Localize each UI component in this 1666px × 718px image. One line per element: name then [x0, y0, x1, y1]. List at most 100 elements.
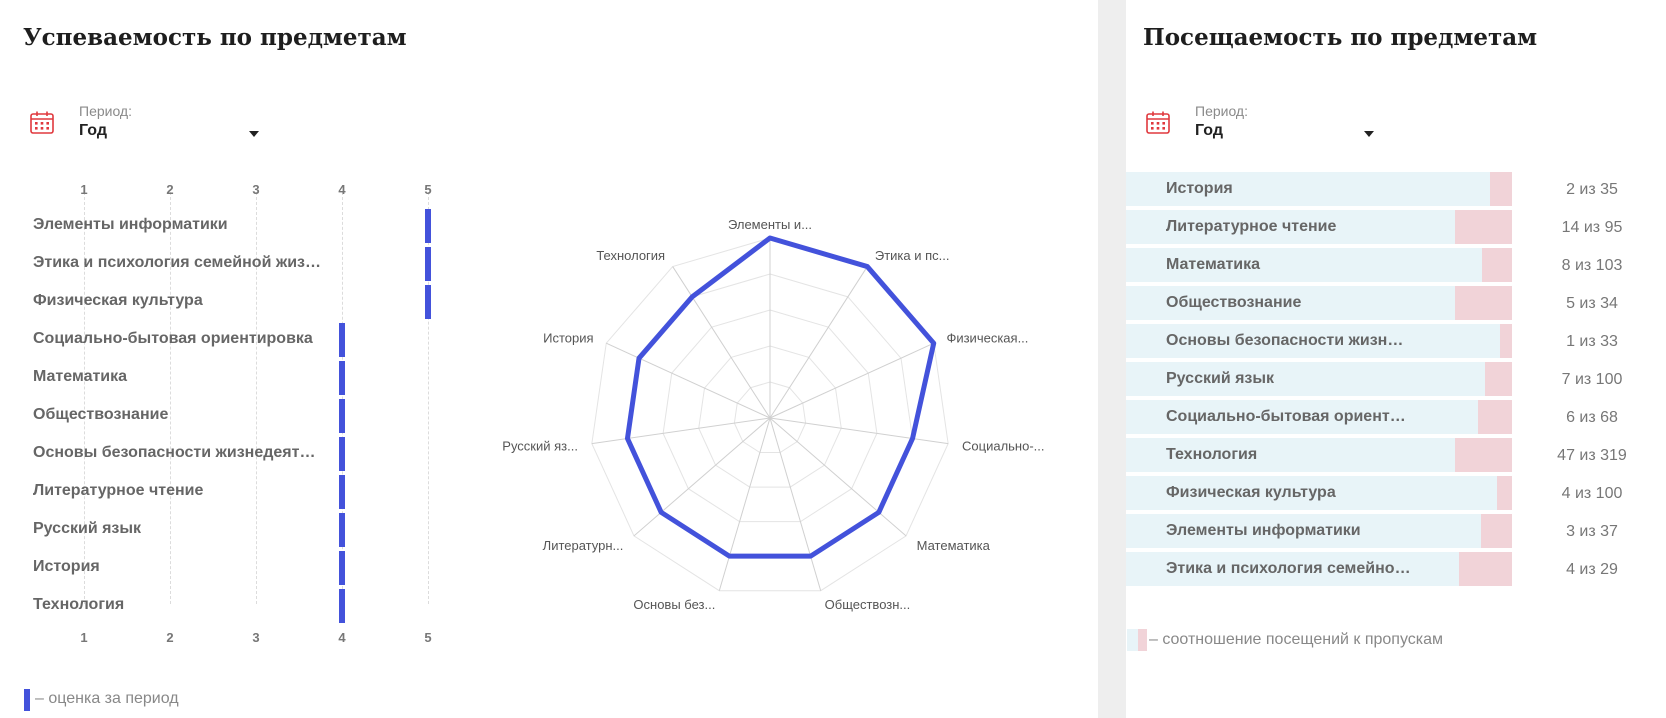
- attendance-missed-bar: [1482, 248, 1512, 282]
- grades-period-select[interactable]: Период: Год: [24, 103, 284, 145]
- attendance-subject-label: Основы безопасности жизне…: [1166, 332, 1411, 349]
- attendance-subject-label: Русский язык: [1166, 370, 1275, 387]
- radar-axis: [769, 266, 868, 419]
- period-value: Год: [79, 122, 107, 139]
- attendance-count: 14 из 95: [1561, 219, 1623, 236]
- attendance-present-bar: [1126, 210, 1512, 244]
- radar-axis-label: Физическая...: [946, 330, 1028, 345]
- radar-axis-label: Элементы и...: [728, 217, 812, 232]
- attendance-count: 4 из 29: [1566, 561, 1618, 578]
- attendance-row: История: [1126, 172, 1512, 206]
- subject-label: История: [33, 558, 100, 575]
- attendance-missed-bar: [1485, 362, 1512, 396]
- grades-bar-chart: 1 1 2 2 3 3 4 4 5 5 Элементы информатики Этика и пс…: [0, 170, 460, 650]
- grid-line: [428, 192, 429, 604]
- period-value: Год: [1195, 122, 1223, 139]
- radar-axis: [633, 417, 771, 537]
- attendance-present-bar: [1126, 476, 1512, 510]
- tick-label-top: 2: [166, 182, 174, 197]
- grades-panel: [0, 0, 1098, 718]
- radar-axis-label: Литературн...: [543, 538, 624, 553]
- tick-label-top: 5: [424, 182, 432, 197]
- attendance-period-select[interactable]: Период: Год: [1146, 103, 1406, 145]
- chevron-down-icon: [1364, 131, 1374, 137]
- attendance-row: Элементы информатики: [1126, 514, 1512, 548]
- attendance-count: 3 из 37: [1566, 523, 1618, 540]
- radar-grid-ring: [698, 345, 842, 488]
- attendance-row: Физическая культура: [1126, 476, 1512, 510]
- attendance-count: 8 из 103: [1561, 257, 1623, 274]
- attendance-missed-bar: [1490, 172, 1512, 206]
- radar-series-line: [624, 235, 937, 559]
- grade-bar: [339, 475, 345, 509]
- attendance-subject-label: Технология: [1166, 446, 1258, 463]
- grade-bar: [339, 513, 345, 547]
- radar-axis: [672, 266, 771, 419]
- attendance-subject-label: Математика: [1166, 256, 1261, 273]
- calendar-icon: [1146, 111, 1170, 134]
- grade-bar: [339, 437, 345, 471]
- subject-label: Обществознание: [33, 406, 169, 423]
- attendance-missed-bar: [1497, 476, 1512, 510]
- grades-legend-swatch: [24, 689, 30, 711]
- radar-grid-ring: [662, 309, 878, 523]
- attendance-missed-bar: [1455, 210, 1512, 244]
- attendance-title: Посещаемость по предметам: [1143, 24, 1538, 51]
- attendance-row: Технология: [1126, 438, 1512, 472]
- subject-label: Социально-бытовая ориентировка: [33, 330, 313, 347]
- attendance-present-bar: [1126, 248, 1512, 282]
- grade-bar: [425, 247, 431, 281]
- subject-label: Математика: [33, 368, 128, 385]
- attendance-present-bar: [1126, 438, 1512, 472]
- subject-label: Основы безопасности жизнедеяте…: [33, 444, 323, 461]
- attendance-present-bar: [1126, 400, 1512, 434]
- chevron-down-icon: [249, 131, 259, 137]
- attendance-count: 2 из 35: [1566, 181, 1618, 198]
- attendance-count: 6 из 68: [1566, 409, 1618, 426]
- radar-axis: [606, 342, 771, 419]
- radar-axis: [769, 417, 907, 537]
- attendance-present-bar: [1126, 324, 1512, 358]
- tick-label-bottom: 2: [166, 630, 174, 645]
- attendance-missed-bar: [1481, 514, 1512, 548]
- grade-bar: [339, 361, 345, 395]
- grade-bar: [339, 551, 345, 585]
- attendance-row: Социально-бытовая ориенти…: [1126, 400, 1512, 434]
- attendance-panel: [1126, 0, 1666, 718]
- radar-axis-label: Русский яз...: [502, 439, 578, 454]
- attendance-subject-label: Элементы информатики: [1166, 522, 1361, 539]
- radar-axis-label: Математика: [917, 538, 991, 553]
- attendance-row: Математика: [1126, 248, 1512, 282]
- grid-line: [256, 192, 257, 604]
- grades-legend-text: – оценка за период: [35, 690, 179, 707]
- tick-label-top: 1: [80, 182, 88, 197]
- grade-bar: [425, 285, 431, 319]
- radar-axis: [769, 417, 949, 445]
- grade-bar: [339, 323, 345, 357]
- attendance-subject-label: Физическая культура: [1166, 484, 1336, 501]
- attendance-missed-bar: [1455, 438, 1512, 472]
- grade-bar: [339, 399, 345, 433]
- subject-label: Литературное чтение: [33, 482, 204, 499]
- subject-label: Этика и психология семейной жиз…: [33, 254, 321, 271]
- tick-label-bottom: 5: [424, 630, 432, 645]
- attendance-present-bar: [1126, 552, 1512, 586]
- attendance-subject-label: История: [1166, 180, 1233, 197]
- attendance-legend-text: – соотношение посещений к пропускам: [1149, 631, 1444, 648]
- radar-axis-label: Основы без...: [633, 597, 715, 612]
- radar-axis-label: Этика и пс...: [875, 248, 950, 263]
- attendance-count: 4 из 100: [1561, 485, 1623, 502]
- tick-label-top: 3: [252, 182, 260, 197]
- attendance-subject-label: Обществознание: [1166, 294, 1302, 311]
- attendance-present-bar: [1126, 172, 1512, 206]
- radar-axis: [718, 417, 771, 591]
- tick-label-bottom: 3: [252, 630, 260, 645]
- attendance-missed-bar: [1459, 552, 1512, 586]
- radar-axis-label: История: [543, 330, 593, 345]
- subject-label: Русский язык: [33, 520, 142, 537]
- attendance-missed-bar: [1455, 286, 1512, 320]
- grades-radar-chart: Элементы и... Этика и пс... Физическая... С…: [502, 217, 1044, 612]
- grade-bar: [425, 209, 431, 243]
- radar-axis-label: Обществозн...: [825, 597, 911, 612]
- attendance-row: Этика и психология семейно…: [1126, 552, 1512, 586]
